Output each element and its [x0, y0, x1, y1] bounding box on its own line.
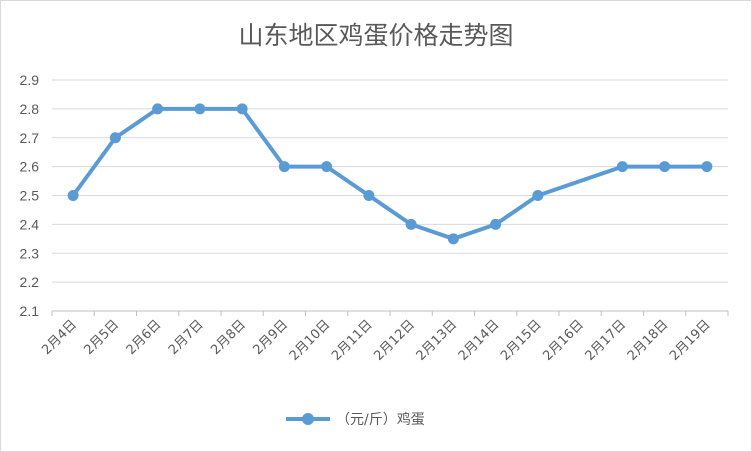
- y-tick-label: 2.2: [20, 274, 40, 290]
- y-tick-label: 2.3: [20, 245, 40, 261]
- chart-title: 山东地区鸡蛋价格走势图: [238, 21, 514, 50]
- legend-marker: [286, 411, 330, 427]
- x-tick-label: 2月11日: [329, 317, 376, 364]
- x-tick-label: 2月19日: [667, 317, 714, 364]
- data-point: [321, 161, 333, 173]
- x-tick-label: 2月7日: [166, 317, 207, 358]
- gridlines: [52, 79, 728, 312]
- data-point: [109, 132, 121, 144]
- y-tick-label: 2.6: [20, 159, 40, 175]
- legend-label: （元/斤）鸡蛋: [336, 412, 425, 428]
- x-tick-label: 2月18日: [625, 317, 672, 364]
- data-point: [532, 190, 544, 201]
- y-tick-label: 2.8: [20, 101, 40, 117]
- x-axis: 2月4日 2月5日 2月6日 2月7日 2月8日 2月9日2月10日2月11日2月12日2…: [39, 310, 729, 364]
- series-line: [71, 106, 709, 241]
- x-tick-label: 2月13日: [414, 317, 461, 364]
- y-axis: 2.9 2.8 2.7 2.6 2.5 2.4 2.3 2.2 2.1: [20, 72, 40, 319]
- x-tick-label: 2月5日: [82, 317, 123, 358]
- data-point: [490, 218, 502, 230]
- legend: （元/斤）鸡蛋: [286, 407, 425, 431]
- x-tick-label: 2月16日: [540, 317, 587, 364]
- x-tick-label: 2月10日: [287, 317, 334, 364]
- data-point: [67, 190, 79, 201]
- x-tick-label: 2月15日: [498, 317, 545, 364]
- y-tick-label: 2.7: [20, 130, 40, 146]
- y-tick-label: 2.9: [20, 72, 40, 88]
- x-tick-label: 2月8日: [208, 317, 249, 358]
- x-tick-label: 2月17日: [583, 317, 630, 364]
- data-point: [659, 161, 671, 173]
- data-point: [363, 190, 375, 201]
- data-point: [278, 161, 290, 173]
- x-tick-label: 2月12日: [371, 317, 418, 364]
- series-group: [67, 103, 713, 245]
- data-point: [616, 161, 628, 173]
- x-tick-label: 2月9日: [251, 317, 292, 358]
- x-tick-label: 2月14日: [456, 317, 503, 364]
- data-point: [236, 103, 248, 115]
- data-point: [194, 103, 206, 115]
- data-point: [447, 233, 459, 245]
- y-tick-label: 2.1: [20, 303, 40, 319]
- data-point: [152, 103, 164, 115]
- y-tick-label: 2.4: [20, 216, 40, 232]
- x-tick-label: 2月6日: [124, 317, 165, 358]
- y-tick-label: 2.5: [20, 188, 40, 204]
- data-point: [701, 161, 713, 173]
- x-tick-label: 2月4日: [39, 317, 80, 358]
- data-point: [405, 218, 417, 230]
